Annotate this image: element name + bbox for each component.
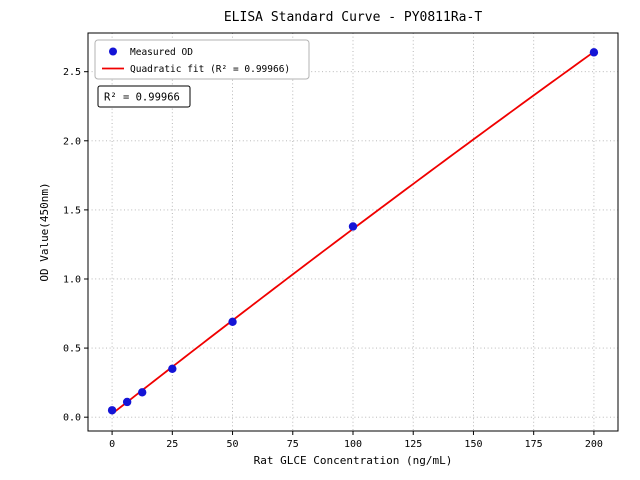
y-tick-label: 1.5 — [63, 205, 81, 216]
x-axis-label: Rat GLCE Concentration (ng/mL) — [254, 454, 453, 467]
x-tick-label: 50 — [227, 439, 239, 450]
scatter-point — [122, 397, 132, 407]
y-tick-label: 0.5 — [63, 344, 81, 355]
x-tick-label: 75 — [287, 439, 299, 450]
x-tick-label: 125 — [404, 439, 422, 450]
x-axis: 0 25 50 75 100 125 150 175 200 — [109, 431, 603, 450]
x-tick-label: 25 — [166, 439, 178, 450]
scatter-point — [107, 406, 117, 415]
x-tick-label: 200 — [585, 439, 603, 450]
y-axis-label: OD Value(450nm) — [38, 182, 51, 281]
legend-marker-measured-od-icon — [109, 47, 117, 56]
annotation-box — [97, 85, 191, 108]
scatter-point — [138, 388, 147, 397]
scatter-point — [168, 364, 177, 374]
scatter-point — [228, 317, 237, 327]
x-tick-label: 175 — [525, 439, 543, 450]
legend-label-measured-od: Measured OD — [130, 47, 193, 58]
y-axis: 0.0 0.5 1.0 1.5 2.0 2.5 — [63, 67, 88, 424]
x-tick-label: 100 — [344, 439, 362, 450]
legend-label-quadratic-fit: Quadratic fit (R² = 0.99966) — [130, 64, 290, 75]
x-tick-label: 150 — [464, 439, 482, 450]
legend: Measured OD Quadratic fit (R² = 0.99966) — [94, 39, 310, 80]
scatter-point — [589, 48, 599, 57]
annotation-text: R² = 0.99966 — [104, 92, 180, 104]
legend-box — [94, 39, 310, 80]
scatter-series — [107, 48, 599, 415]
y-tick-label: 2.5 — [63, 67, 81, 78]
chart-title: ELISA Standard Curve - PY0811Ra-T — [224, 10, 482, 25]
scatter-point — [348, 222, 358, 231]
r-squared-annotation: R² = 0.99966 — [97, 85, 191, 108]
y-tick-label: 2.0 — [63, 136, 81, 147]
x-tick-label: 0 — [109, 439, 115, 450]
y-tick-label: 1.0 — [63, 274, 81, 285]
y-tick-label: 0.0 — [63, 413, 81, 424]
